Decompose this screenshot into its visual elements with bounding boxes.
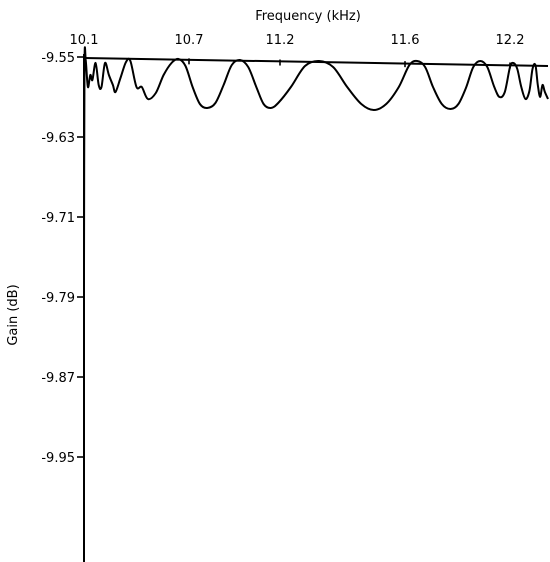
y-tick-label-1: -9.63 — [41, 131, 75, 146]
y-axis-title: Gain (dB) — [6, 284, 21, 345]
x-tick-label-2: 11.2 — [266, 33, 295, 48]
ticks: -9.55 -9.63 -9.71 -9.79 -9.87 -9.95 10.1 10.7 11… — [41, 33, 524, 466]
x-axis-title: Frequency (kHz) — [255, 9, 361, 24]
y-tick-label-4: -9.87 — [41, 371, 75, 386]
series-line-0 — [83, 46, 549, 268]
x-tick-label-3: 11.6 — [391, 33, 420, 48]
y-tick-label-5: -9.95 — [41, 451, 75, 466]
series — [83, 46, 549, 268]
series-line-1 — [83, 57, 549, 67]
x-tick-label-1: 10.7 — [175, 33, 204, 48]
x-tick-label-4: 12.2 — [496, 33, 525, 48]
y-tick-label-0: -9.55 — [41, 51, 75, 66]
y-tick-label-2: -9.71 — [41, 211, 75, 226]
y-tick-label-3: -9.79 — [41, 291, 75, 306]
x-tick-label-0: 10.1 — [70, 33, 99, 48]
